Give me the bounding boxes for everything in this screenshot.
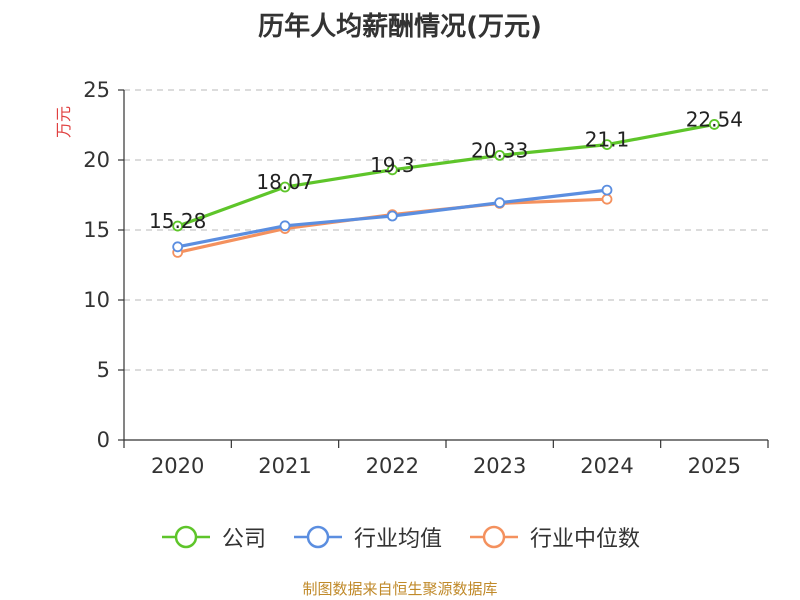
data-point[interactable]	[601, 139, 613, 151]
legend-item[interactable]: 公司	[160, 521, 266, 553]
x-tick-label: 2022	[366, 454, 419, 478]
data-label: 22.54	[686, 107, 743, 131]
data-point[interactable]	[494, 149, 506, 161]
y-tick-label: 15	[83, 218, 110, 242]
data-label: 15.28	[149, 209, 206, 233]
x-tick-label: 2025	[688, 454, 741, 478]
legend-label: 公司	[221, 527, 266, 552]
source-footer: 制图数据来自恒生聚源数据库	[302, 580, 498, 598]
data-point[interactable]	[172, 220, 184, 232]
legend-item[interactable]: 行业中位数	[468, 521, 640, 553]
x-tick-label: 2024	[580, 454, 633, 478]
y-tick-label: 0	[97, 428, 110, 452]
data-point[interactable]	[279, 181, 291, 193]
legend: 公司 行业均值 行业中位数	[0, 519, 800, 555]
data-point[interactable]	[279, 220, 291, 232]
data-point[interactable]	[708, 119, 720, 130]
data-point[interactable]	[601, 184, 613, 196]
series-layer	[172, 119, 720, 258]
y-tick-label: 5	[97, 358, 110, 382]
y-tick-label: 10	[83, 288, 110, 312]
series-line-0	[176, 122, 716, 228]
x-tick-label: 2021	[258, 454, 311, 478]
grid-layer	[124, 89, 768, 371]
data-point[interactable]	[172, 241, 184, 253]
legend-label: 行业中位数	[530, 527, 641, 552]
legend-label: 行业均值	[353, 527, 442, 552]
y-tick-label: 20	[83, 148, 110, 172]
data-label: 18.07	[256, 170, 313, 194]
chart-title: 历年人均薪酬情况(万元)	[258, 12, 542, 42]
x-tick-label: 2023	[473, 454, 526, 478]
y-tick-label: 25	[83, 78, 110, 102]
data-label: 19.3	[370, 153, 415, 177]
series-line-2	[176, 197, 609, 254]
data-point[interactable]	[494, 197, 506, 209]
legend-swatch-icon	[470, 525, 518, 549]
y-axis-title: 万元	[54, 106, 73, 138]
legend-item[interactable]: 行业均值	[292, 521, 442, 553]
data-point[interactable]	[601, 193, 613, 205]
label-layer: 15.28 18.07 19.3 20.33 21.1 22.54	[149, 107, 743, 233]
legend-swatch-icon	[161, 525, 210, 549]
x-tick-label: 2020	[151, 454, 204, 478]
data-point[interactable]	[386, 164, 398, 176]
data-label: 21.1	[585, 128, 630, 152]
data-label: 20.33	[471, 138, 528, 162]
legend-swatch-icon	[293, 525, 342, 549]
data-point[interactable]	[386, 210, 398, 222]
